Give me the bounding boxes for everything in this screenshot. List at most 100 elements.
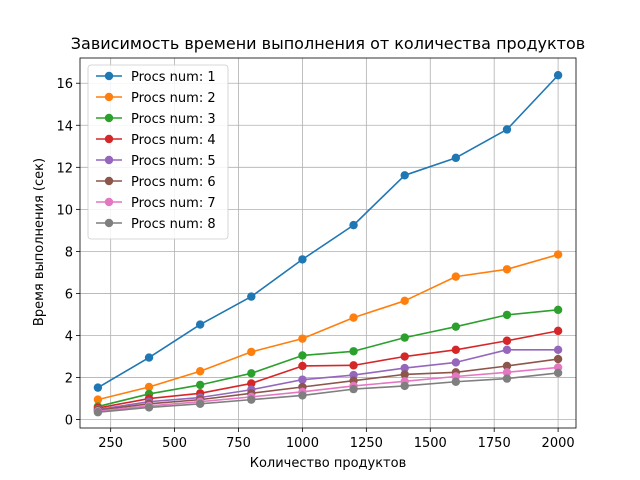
- legend-item: Procs num: 5: [96, 154, 216, 169]
- y-tick-label: 2: [65, 372, 73, 387]
- data-point: [400, 171, 409, 180]
- plot-frame: [79, 57, 577, 429]
- data-point: [93, 408, 103, 417]
- x-axis-ticks: 250 500 750 1000 1250 1500 1750 2000: [98, 428, 575, 451]
- data-point: [451, 358, 461, 367]
- data-point: [553, 368, 563, 378]
- legend-marker: [104, 71, 114, 81]
- x-tick-label: 1000: [286, 436, 319, 451]
- series-7: [93, 363, 563, 416]
- series-line: [97, 309, 559, 408]
- series-8: [93, 368, 563, 417]
- data-point: [553, 250, 563, 259]
- data-point: [247, 347, 256, 357]
- series-line: [97, 358, 559, 411]
- data-point: [349, 313, 358, 322]
- legend-item: Procs num: 8: [96, 217, 216, 232]
- legend: Procs num: 1 Procs num: 2 Procs num: 3 Proc…: [87, 64, 229, 240]
- data-point: [349, 361, 358, 370]
- data-point: [451, 322, 461, 331]
- data-point: [400, 333, 409, 342]
- data-point: [349, 384, 358, 394]
- y-tick-label: 6: [65, 287, 73, 302]
- data-point: [195, 320, 205, 329]
- legend-label: Procs num: 8: [131, 217, 216, 232]
- legend-marker: [104, 155, 114, 165]
- legend-marker: [104, 176, 114, 186]
- y-axis-ticks: 0 2 4 6 8 10 12 14 16: [56, 77, 80, 429]
- legend-marker: [104, 134, 114, 144]
- data-point: [298, 255, 307, 264]
- data-point: [502, 345, 512, 354]
- data-point: [502, 336, 512, 345]
- legend-item: Procs num: 6: [96, 175, 216, 190]
- y-tick-label: 8: [65, 245, 73, 260]
- y-tick-label: 14: [56, 119, 73, 134]
- data-point: [247, 369, 256, 378]
- data-point: [502, 368, 512, 377]
- series-line: [97, 366, 559, 412]
- data-point: [400, 363, 409, 373]
- data-point: [298, 334, 307, 343]
- y-axis-label: Время выполнения (сек): [32, 158, 47, 326]
- legend-marker: [104, 218, 114, 228]
- data-point: [502, 265, 512, 274]
- grid: [80, 58, 576, 428]
- data-point: [144, 382, 154, 392]
- data-point: [451, 153, 461, 163]
- data-point: [502, 125, 512, 134]
- series-line: [97, 253, 559, 401]
- legend-label: Procs num: 2: [131, 91, 216, 106]
- data-point: [451, 377, 461, 386]
- x-tick-label: 500: [162, 436, 187, 451]
- data-point: [144, 403, 154, 412]
- data-point: [553, 71, 563, 80]
- data-point: [502, 374, 512, 383]
- y-tick-label: 12: [56, 161, 73, 176]
- data-point: [93, 383, 103, 392]
- series-line: [97, 74, 559, 389]
- data-point: [195, 399, 205, 409]
- legend-item: Procs num: 1: [96, 70, 216, 85]
- data-point: [93, 395, 103, 404]
- legend-marker: [104, 113, 114, 123]
- legend-item: Procs num: 7: [96, 196, 216, 211]
- y-tick-label: 10: [56, 203, 73, 218]
- data-point: [298, 361, 307, 371]
- series-line: [97, 372, 559, 414]
- data-point: [247, 379, 256, 388]
- data-point: [502, 310, 512, 320]
- data-point: [553, 354, 563, 364]
- x-tick-label: 1750: [478, 436, 511, 451]
- data-point: [451, 272, 461, 281]
- series-layer: [93, 71, 563, 417]
- data-point: [247, 292, 256, 301]
- y-tick-label: 0: [65, 414, 73, 429]
- x-tick-label: 1250: [350, 436, 383, 451]
- series-3: [93, 305, 563, 411]
- chart-title: Зависимость времени выполнения от количе…: [71, 34, 585, 53]
- data-point: [298, 351, 307, 360]
- legend-item: Procs num: 3: [96, 112, 216, 127]
- series-line: [97, 330, 559, 409]
- x-tick-label: 1500: [414, 436, 447, 451]
- data-point: [349, 347, 358, 356]
- x-tick-label: 250: [98, 436, 123, 451]
- data-point: [400, 296, 409, 306]
- legend-item: Procs num: 2: [96, 91, 216, 106]
- data-point: [400, 381, 409, 391]
- y-tick-label: 4: [65, 330, 73, 345]
- x-axis-label: Количество продуктов: [250, 456, 407, 471]
- legend-label: Procs num: 6: [131, 175, 216, 190]
- legend-label: Procs num: 7: [131, 196, 216, 211]
- legend-box: [87, 64, 229, 240]
- legend-label: Procs num: 1: [131, 70, 216, 85]
- data-point: [553, 305, 563, 315]
- data-point: [451, 345, 461, 354]
- legend-marker: [104, 92, 114, 102]
- series-1: [93, 71, 563, 392]
- series-4: [93, 326, 563, 413]
- legend-label: Procs num: 3: [131, 112, 216, 127]
- legend-item: Procs num: 4: [96, 133, 216, 148]
